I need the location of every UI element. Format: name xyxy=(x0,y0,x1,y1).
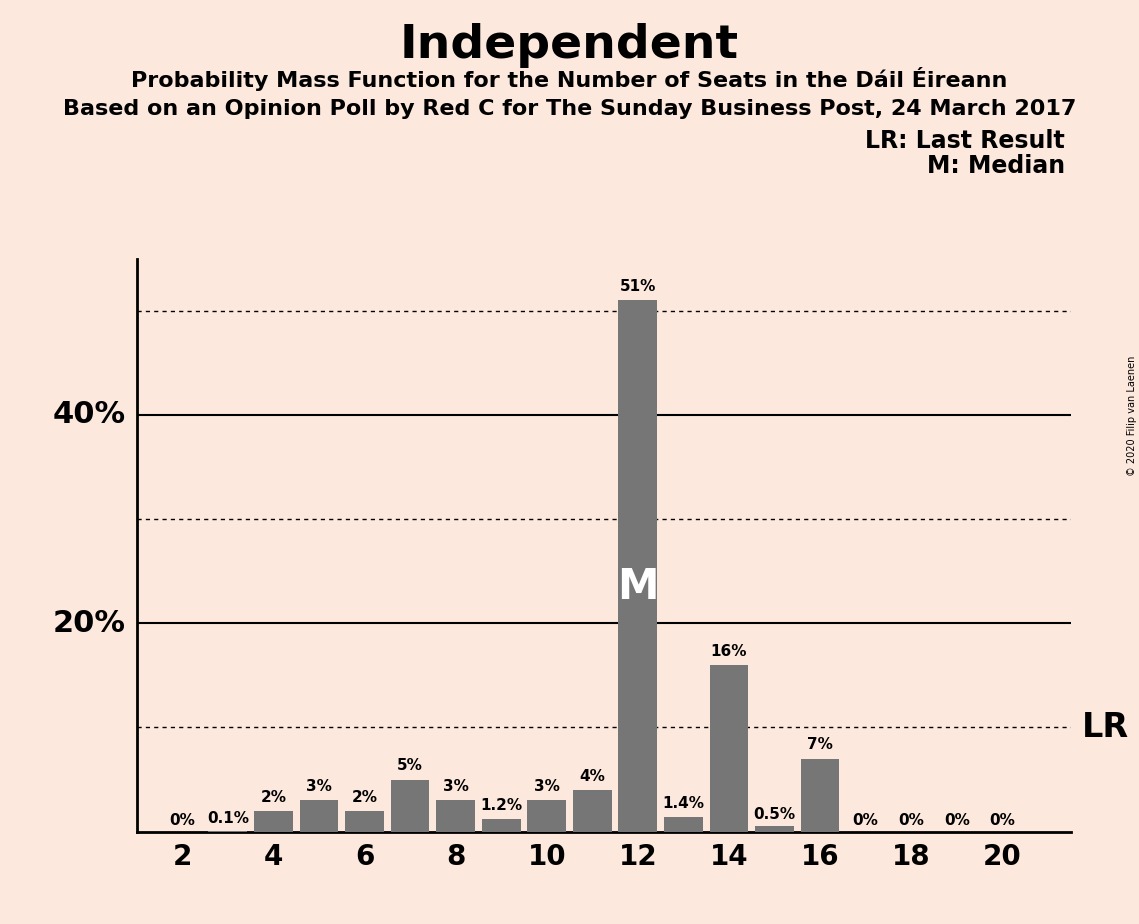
Text: 51%: 51% xyxy=(620,279,656,294)
Bar xyxy=(300,800,338,832)
Text: 4%: 4% xyxy=(580,769,605,784)
Text: 0%: 0% xyxy=(990,813,1015,829)
Text: 16%: 16% xyxy=(711,644,747,659)
Bar xyxy=(436,800,475,832)
Text: 5%: 5% xyxy=(398,759,423,773)
Text: Independent: Independent xyxy=(400,23,739,68)
Text: 3%: 3% xyxy=(443,779,468,794)
Text: 7%: 7% xyxy=(808,737,833,752)
Bar xyxy=(664,817,703,832)
Text: M: Median: M: Median xyxy=(927,154,1065,178)
Text: 0%: 0% xyxy=(853,813,878,829)
Bar xyxy=(208,831,247,832)
Bar xyxy=(755,826,794,832)
Text: 0.1%: 0.1% xyxy=(207,811,248,826)
Text: 40%: 40% xyxy=(52,400,125,430)
Bar xyxy=(573,790,612,832)
Text: 0.5%: 0.5% xyxy=(754,808,795,822)
Bar xyxy=(345,810,384,832)
Text: 0%: 0% xyxy=(944,813,969,829)
Text: Based on an Opinion Poll by Red C for The Sunday Business Post, 24 March 2017: Based on an Opinion Poll by Red C for Th… xyxy=(63,99,1076,119)
Text: LR: LR xyxy=(1082,711,1129,744)
Bar xyxy=(254,810,293,832)
Text: 1.2%: 1.2% xyxy=(481,797,522,813)
Bar xyxy=(710,665,748,832)
Text: Probability Mass Function for the Number of Seats in the Dáil Éireann: Probability Mass Function for the Number… xyxy=(131,67,1008,91)
Bar xyxy=(618,300,657,832)
Bar xyxy=(801,759,839,832)
Text: 0%: 0% xyxy=(170,813,195,829)
Text: 2%: 2% xyxy=(261,789,286,805)
Text: LR: Last Result: LR: Last Result xyxy=(866,129,1065,153)
Text: 3%: 3% xyxy=(306,779,331,794)
Text: M: M xyxy=(617,566,658,608)
Bar xyxy=(527,800,566,832)
Text: 0%: 0% xyxy=(899,813,924,829)
Text: 1.4%: 1.4% xyxy=(663,796,704,810)
Text: 2%: 2% xyxy=(352,789,377,805)
Text: © 2020 Filip van Laenen: © 2020 Filip van Laenen xyxy=(1126,356,1137,476)
Text: 3%: 3% xyxy=(534,779,559,794)
Bar xyxy=(482,819,521,832)
Bar xyxy=(391,780,429,832)
Text: 20%: 20% xyxy=(52,609,125,638)
